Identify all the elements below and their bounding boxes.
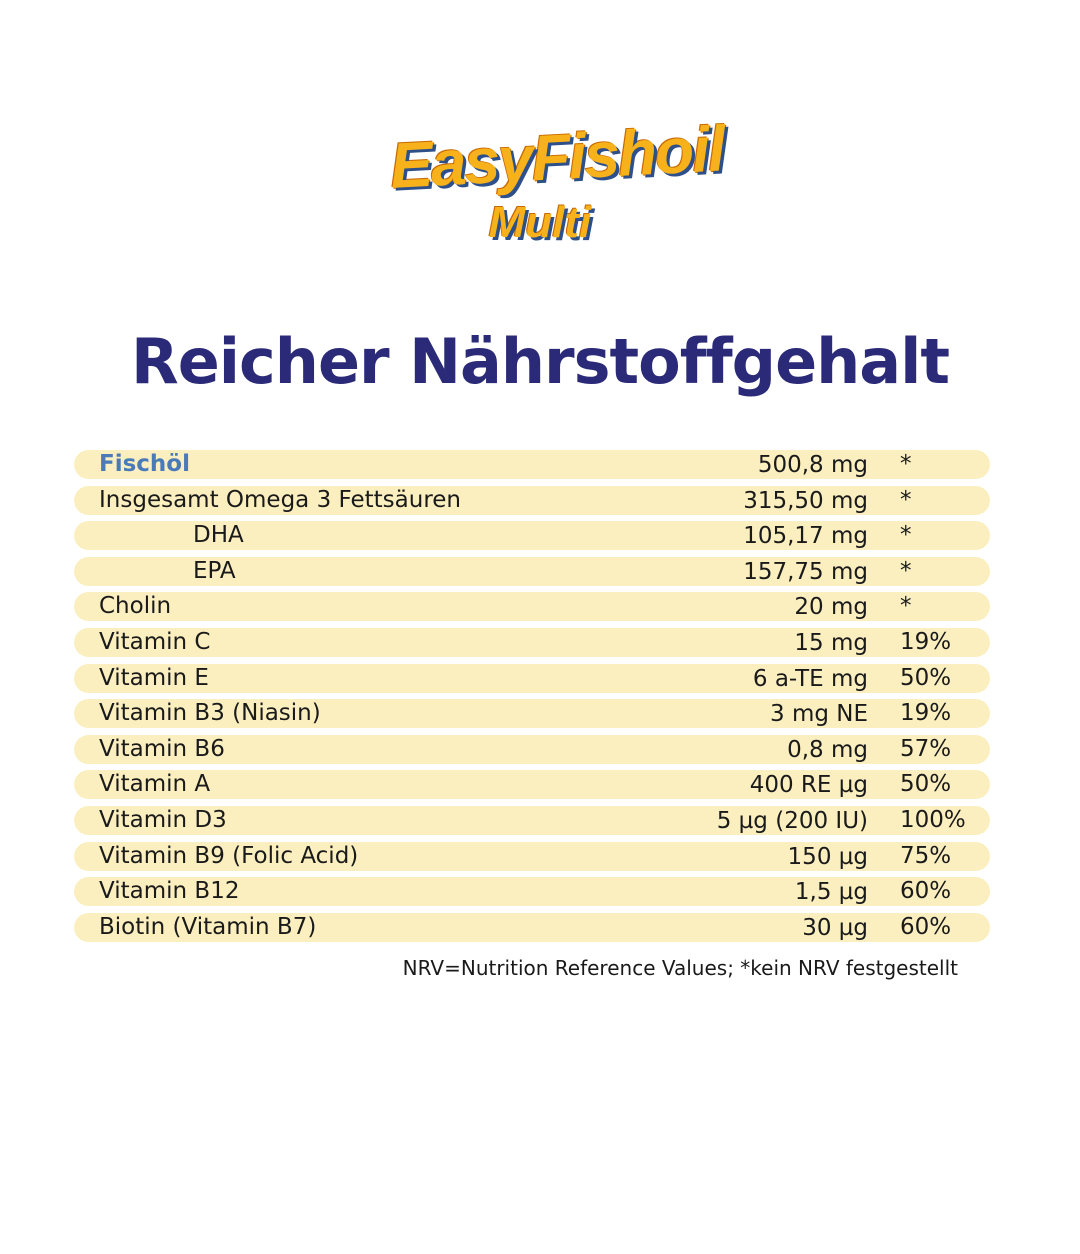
nutrient-name: Cholin — [99, 593, 172, 620]
nutrient-amount: 0,8 mg — [787, 736, 868, 763]
brand-logo: EasyFishoil Multi — [388, 112, 725, 268]
nutrient-amount: 6 a-TE mg — [752, 665, 868, 692]
nutrient-nrv: 75% — [900, 842, 952, 869]
nutrient-name: Vitamin C — [99, 628, 211, 655]
logo-line-1: EasyFishoil — [388, 112, 726, 202]
nutrient-name: Vitamin A — [99, 771, 211, 798]
table-row: Vitamin B12 1,5 µg 60% — [74, 877, 990, 907]
nutrient-nrv: * — [900, 486, 912, 513]
nutrient-name: Vitamin B3 (Niasin) — [99, 700, 321, 727]
nutrient-nrv: 100% — [900, 806, 966, 833]
nutrient-nrv: 19% — [900, 628, 952, 655]
table-row: Fischöl 500,8 mg * — [74, 450, 990, 479]
table-row: Vitamin C 15 mg 19% — [74, 627, 990, 657]
nutrient-nrv: 60% — [900, 878, 952, 905]
nutrient-amount: 15 mg — [794, 629, 868, 656]
nutrient-name: Insgesamt Omega 3 Fettsäuren — [99, 486, 462, 513]
nutrient-amount: 500,8 mg — [757, 452, 868, 478]
nutrient-nrv: * — [900, 522, 912, 549]
nutrient-amount: 105,17 mg — [743, 523, 868, 550]
nutrient-nrv: 50% — [900, 771, 952, 798]
nutrient-nrv: 57% — [900, 735, 952, 762]
table-row: Vitamin A 400 RE µg 50% — [74, 770, 990, 800]
nutrient-name: Biotin (Vitamin B7) — [99, 913, 317, 940]
nutrient-nrv: * — [900, 557, 912, 584]
table-row: DHA 105,17 mg * — [74, 521, 990, 551]
nutrient-name: Vitamin E — [99, 664, 209, 691]
nutrient-amount: 5 µg (200 IU) — [716, 807, 868, 834]
nutrient-nrv: * — [900, 593, 912, 620]
table-row: Vitamin D3 5 µg (200 IU) 100% — [74, 805, 990, 835]
logo-line-2: Multi — [488, 198, 592, 247]
table-row: Vitamin B6 0,8 mg 57% — [74, 734, 990, 764]
nutrient-amount: 3 mg NE — [770, 701, 868, 728]
table-row: EPA 157,75 mg * — [74, 556, 990, 586]
nutrient-amount: 20 mg — [794, 594, 868, 621]
nutrient-name: Vitamin B12 — [99, 878, 240, 905]
nutrient-name: Vitamin D3 — [99, 806, 227, 833]
nutrient-name: Vitamin B6 — [99, 735, 225, 762]
table-row: Cholin 20 mg * — [74, 592, 990, 622]
nutrient-name: Vitamin B9 (Folic Acid) — [99, 842, 359, 869]
nutrient-table: Fischöl 500,8 mg * Insgesamt Omega 3 Fettsä… — [74, 450, 990, 948]
table-row: Vitamin E 6 a-TE mg 50% — [74, 663, 990, 693]
table-row: Vitamin B9 (Folic Acid) 150 µg 75% — [74, 841, 990, 871]
nutrient-nrv: 50% — [900, 664, 952, 691]
nutrient-nrv: 19% — [900, 700, 952, 727]
table-row: Biotin (Vitamin B7) 30 µg 60% — [74, 912, 990, 942]
nutrient-amount: 400 RE µg — [749, 772, 868, 799]
table-row: Insgesamt Omega 3 Fettsäuren 315,50 mg * — [74, 485, 990, 515]
footnote: NRV=Nutrition Reference Values; *kein NR… — [402, 956, 958, 980]
page-title: Reicher Nährstoffgehalt — [131, 325, 950, 398]
nutrient-amount: 1,5 µg — [794, 879, 868, 906]
nutrient-name: DHA — [193, 522, 244, 549]
nutrient-amount: 157,75 mg — [743, 558, 868, 585]
nutrient-amount: 315,50 mg — [743, 487, 868, 514]
nutrient-nrv: * — [900, 451, 912, 477]
nutrient-amount: 150 µg — [787, 843, 868, 870]
nutrient-amount: 30 µg — [802, 914, 868, 941]
table-row: Vitamin B3 (Niasin) 3 mg NE 19% — [74, 699, 990, 729]
nutrient-name: Fischöl — [99, 451, 190, 477]
nutrient-nrv: 60% — [900, 913, 952, 940]
nutrient-name: EPA — [193, 557, 236, 584]
